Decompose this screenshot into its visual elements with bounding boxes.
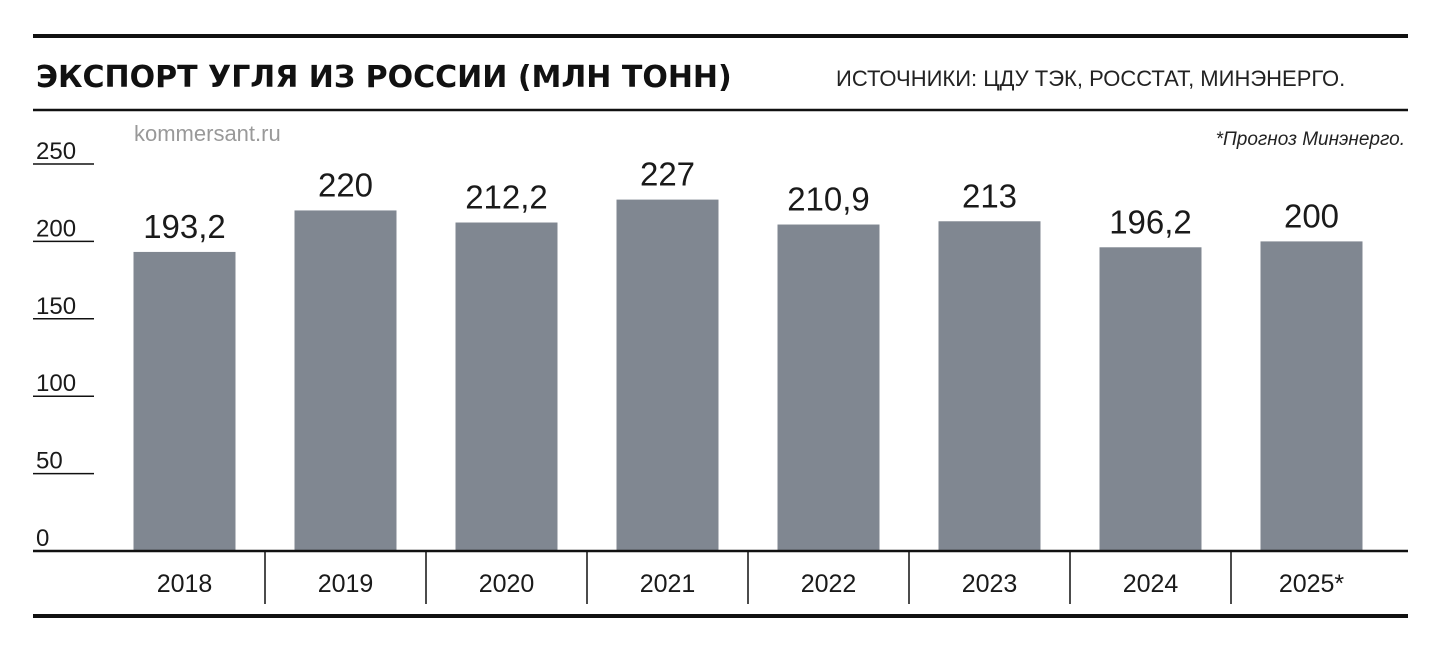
forecast-note: *Прогноз Минэнерго. bbox=[1216, 129, 1405, 150]
value-label: 213 bbox=[962, 177, 1017, 214]
value-label: 220 bbox=[318, 166, 373, 203]
bar-2020 bbox=[455, 222, 558, 551]
category-label: 2025* bbox=[1279, 570, 1345, 598]
bar-2024 bbox=[1099, 247, 1202, 551]
y-tick-label: 50 bbox=[36, 448, 63, 475]
category-label: 2021 bbox=[640, 570, 696, 598]
category-label: 2020 bbox=[479, 570, 535, 598]
y-axis: 0 50 100 150 200 250 bbox=[33, 138, 94, 552]
value-label: 193,2 bbox=[143, 208, 226, 245]
bar-2023 bbox=[938, 221, 1041, 551]
y-tick-label: 100 bbox=[36, 370, 76, 397]
bar-2019 bbox=[294, 210, 397, 551]
value-labels: 193,2 220 212,2 227 210,9 213 196,2 200 bbox=[143, 156, 1339, 245]
category-label: 2024 bbox=[1123, 570, 1179, 598]
source-note: ИСТОЧНИКИ: ЦДУ ТЭК, РОССТАТ, МИНЭНЕРГО. bbox=[836, 66, 1345, 91]
value-label: 227 bbox=[640, 156, 695, 193]
y-tick-label: 200 bbox=[36, 215, 76, 242]
bar-2018 bbox=[133, 251, 236, 552]
y-tick-label: 150 bbox=[36, 293, 76, 320]
value-label: 212,2 bbox=[465, 179, 548, 216]
bar-2025 bbox=[1260, 241, 1363, 551]
category-label: 2022 bbox=[801, 570, 857, 598]
x-axis: 2018 2019 2020 2021 2022 2023 2024 2025* bbox=[157, 552, 1345, 604]
y-tick-label: 0 bbox=[36, 525, 49, 552]
y-tick-label: 250 bbox=[36, 138, 76, 165]
value-label: 196,2 bbox=[1109, 203, 1192, 240]
value-label: 200 bbox=[1284, 197, 1339, 234]
category-label: 2018 bbox=[157, 570, 213, 598]
value-label: 210,9 bbox=[787, 181, 870, 218]
category-label: 2023 bbox=[962, 570, 1018, 598]
chart-title: ЭКСПОРТ УГЛЯ ИЗ РОССИИ (МЛН ТОНН) bbox=[36, 60, 732, 95]
bars bbox=[133, 199, 1363, 552]
category-label: 2019 bbox=[318, 570, 374, 598]
bar-2021 bbox=[616, 199, 719, 551]
credit-text: kommersant.ru bbox=[134, 121, 281, 146]
bar-2022 bbox=[777, 224, 880, 551]
